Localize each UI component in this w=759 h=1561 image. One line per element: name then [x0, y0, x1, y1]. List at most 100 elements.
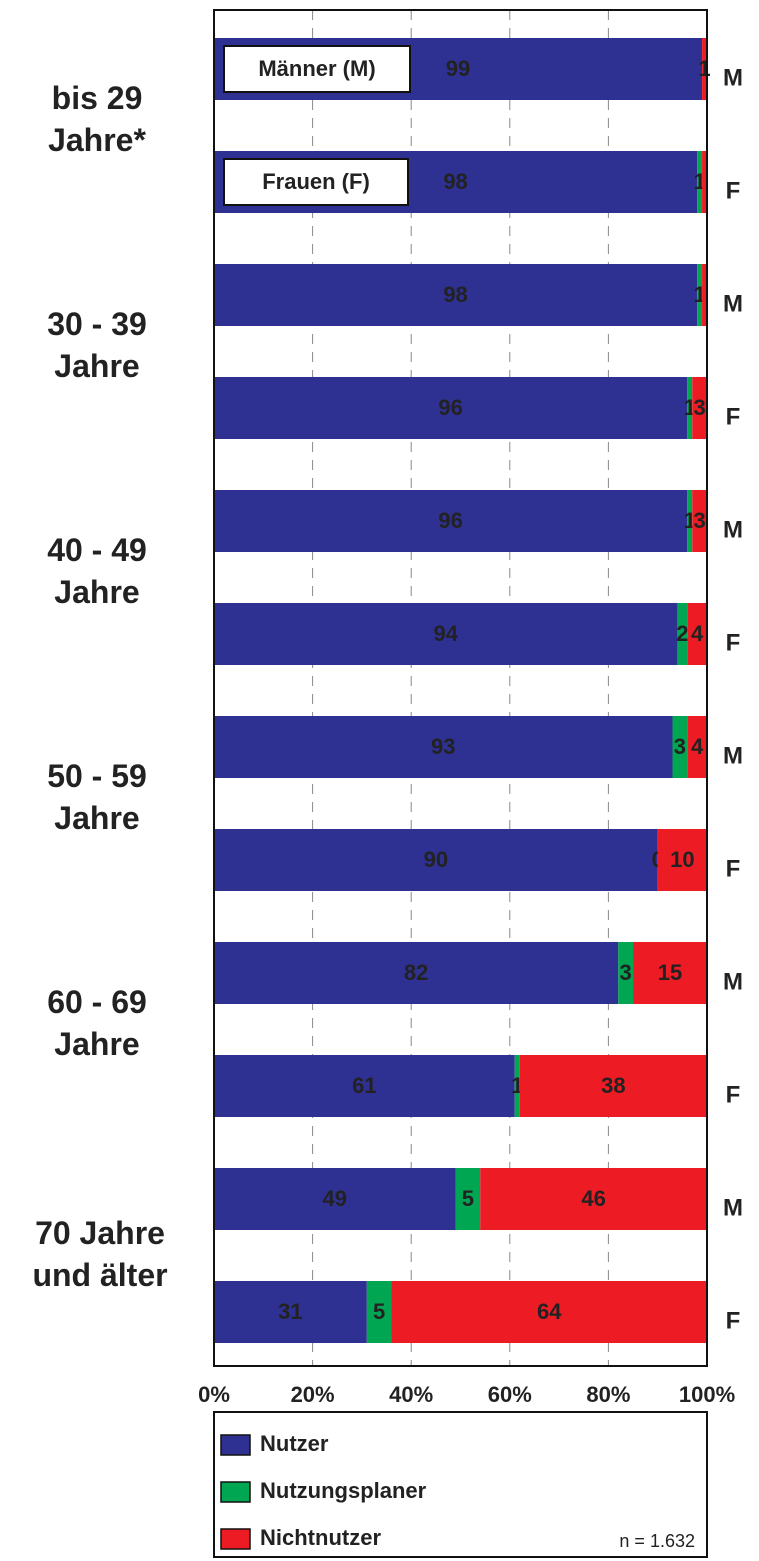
- annotation-box: [223, 158, 409, 206]
- value-label: 94: [433, 621, 458, 646]
- value-label: 1: [698, 56, 710, 81]
- note: n = 1.632: [619, 1531, 695, 1551]
- group-label: 70 Jahre: [35, 1215, 165, 1251]
- value-label: 93: [431, 734, 455, 759]
- legend-box: [213, 1411, 708, 1558]
- bar-segment: [697, 264, 703, 326]
- value-label: 96: [438, 395, 462, 420]
- category-label: M: [723, 516, 743, 543]
- value-label: 38: [601, 1073, 625, 1098]
- bar-segment: [214, 829, 658, 891]
- bar-segment: [214, 377, 688, 439]
- annotation: Frauen (F): [262, 169, 370, 194]
- value-label: 4: [691, 734, 704, 759]
- group-label: 40 - 49: [47, 532, 147, 568]
- group-label: Jahre*: [48, 122, 146, 158]
- value-label: 5: [462, 1186, 474, 1211]
- category-label: M: [723, 742, 743, 769]
- value-label: 10: [670, 847, 694, 872]
- bar-segment: [214, 1168, 456, 1230]
- bar-segment: [214, 1281, 367, 1343]
- bar-segment: [214, 490, 688, 552]
- bar-segment: [687, 716, 707, 778]
- value-label: 31: [278, 1299, 302, 1324]
- x-tick-label: 80%: [586, 1382, 630, 1407]
- bar-segment: [214, 942, 619, 1004]
- bar-segment: [366, 1281, 392, 1343]
- plot-frame: [213, 9, 708, 1367]
- value-label: 49: [323, 1186, 347, 1211]
- bar-segment: [687, 490, 693, 552]
- category-label: F: [726, 629, 741, 656]
- category-label: M: [723, 290, 743, 317]
- bar-segment: [657, 829, 707, 891]
- category-label: F: [726, 403, 741, 430]
- legend-label: Nutzungsplaner: [260, 1478, 427, 1503]
- legend-swatch: [220, 1528, 251, 1550]
- group-label: 50 - 59: [47, 758, 147, 794]
- category-label: F: [726, 855, 741, 882]
- group-label: Jahre: [54, 574, 139, 610]
- value-label: 99: [446, 56, 470, 81]
- bar-segment: [692, 377, 707, 439]
- category-label: F: [726, 1081, 741, 1108]
- bar-segment: [391, 1281, 707, 1343]
- bar-segment: [519, 1055, 707, 1117]
- value-label: 3: [693, 508, 705, 533]
- legend-label: Nichtnutzer: [260, 1525, 381, 1550]
- bar-segment: [633, 942, 707, 1004]
- legend-label: Nutzer: [260, 1431, 329, 1456]
- category-label: F: [726, 177, 741, 204]
- x-tick-label: 40%: [389, 1382, 433, 1407]
- bar-segment: [214, 264, 698, 326]
- value-label: 46: [581, 1186, 605, 1211]
- bar-segment: [687, 377, 693, 439]
- value-label: 98: [443, 282, 467, 307]
- value-label: 64: [537, 1299, 562, 1324]
- value-label: 5: [373, 1299, 385, 1324]
- x-tick-label: 100%: [679, 1382, 735, 1407]
- value-label: 82: [404, 960, 428, 985]
- bar-segment: [702, 38, 707, 100]
- bar-segment: [677, 603, 688, 665]
- bar-segment: [455, 1168, 481, 1230]
- group-label: Jahre: [54, 800, 139, 836]
- bar-segment: [702, 264, 707, 326]
- value-label: 3: [674, 734, 686, 759]
- annotation: Männer (M): [258, 56, 375, 81]
- x-tick-label: 60%: [488, 1382, 532, 1407]
- group-label: 60 - 69: [47, 984, 147, 1020]
- bar-segment: [214, 1055, 515, 1117]
- group-label: bis 29: [52, 80, 143, 116]
- bar-segment: [672, 716, 688, 778]
- value-label: 4: [691, 621, 704, 646]
- annotation-box: [223, 45, 411, 93]
- value-label: 3: [620, 960, 632, 985]
- bar-segment: [214, 716, 673, 778]
- bar-segment: [514, 1055, 520, 1117]
- category-label: M: [723, 968, 743, 995]
- legend-swatch: [220, 1481, 251, 1503]
- value-label: 61: [352, 1073, 376, 1098]
- value-label: 2: [676, 621, 688, 646]
- group-label: Jahre: [54, 1026, 139, 1062]
- bar-segment: [702, 151, 707, 213]
- x-tick-label: 0%: [198, 1382, 230, 1407]
- value-label: 15: [658, 960, 682, 985]
- value-label: 96: [438, 508, 462, 533]
- category-label: M: [723, 64, 743, 91]
- bar-segment: [697, 151, 703, 213]
- x-tick-label: 20%: [291, 1382, 335, 1407]
- bar-segment: [214, 603, 678, 665]
- bar-segment: [692, 490, 707, 552]
- bar-segment: [480, 1168, 707, 1230]
- bar-segment: [618, 942, 634, 1004]
- value-label: 3: [693, 395, 705, 420]
- legend-swatch: [220, 1434, 251, 1456]
- group-label: Jahre: [54, 348, 139, 384]
- group-label: 30 - 39: [47, 306, 147, 342]
- bar-segment: [687, 603, 707, 665]
- value-label: 98: [443, 169, 467, 194]
- category-label: M: [723, 1194, 743, 1221]
